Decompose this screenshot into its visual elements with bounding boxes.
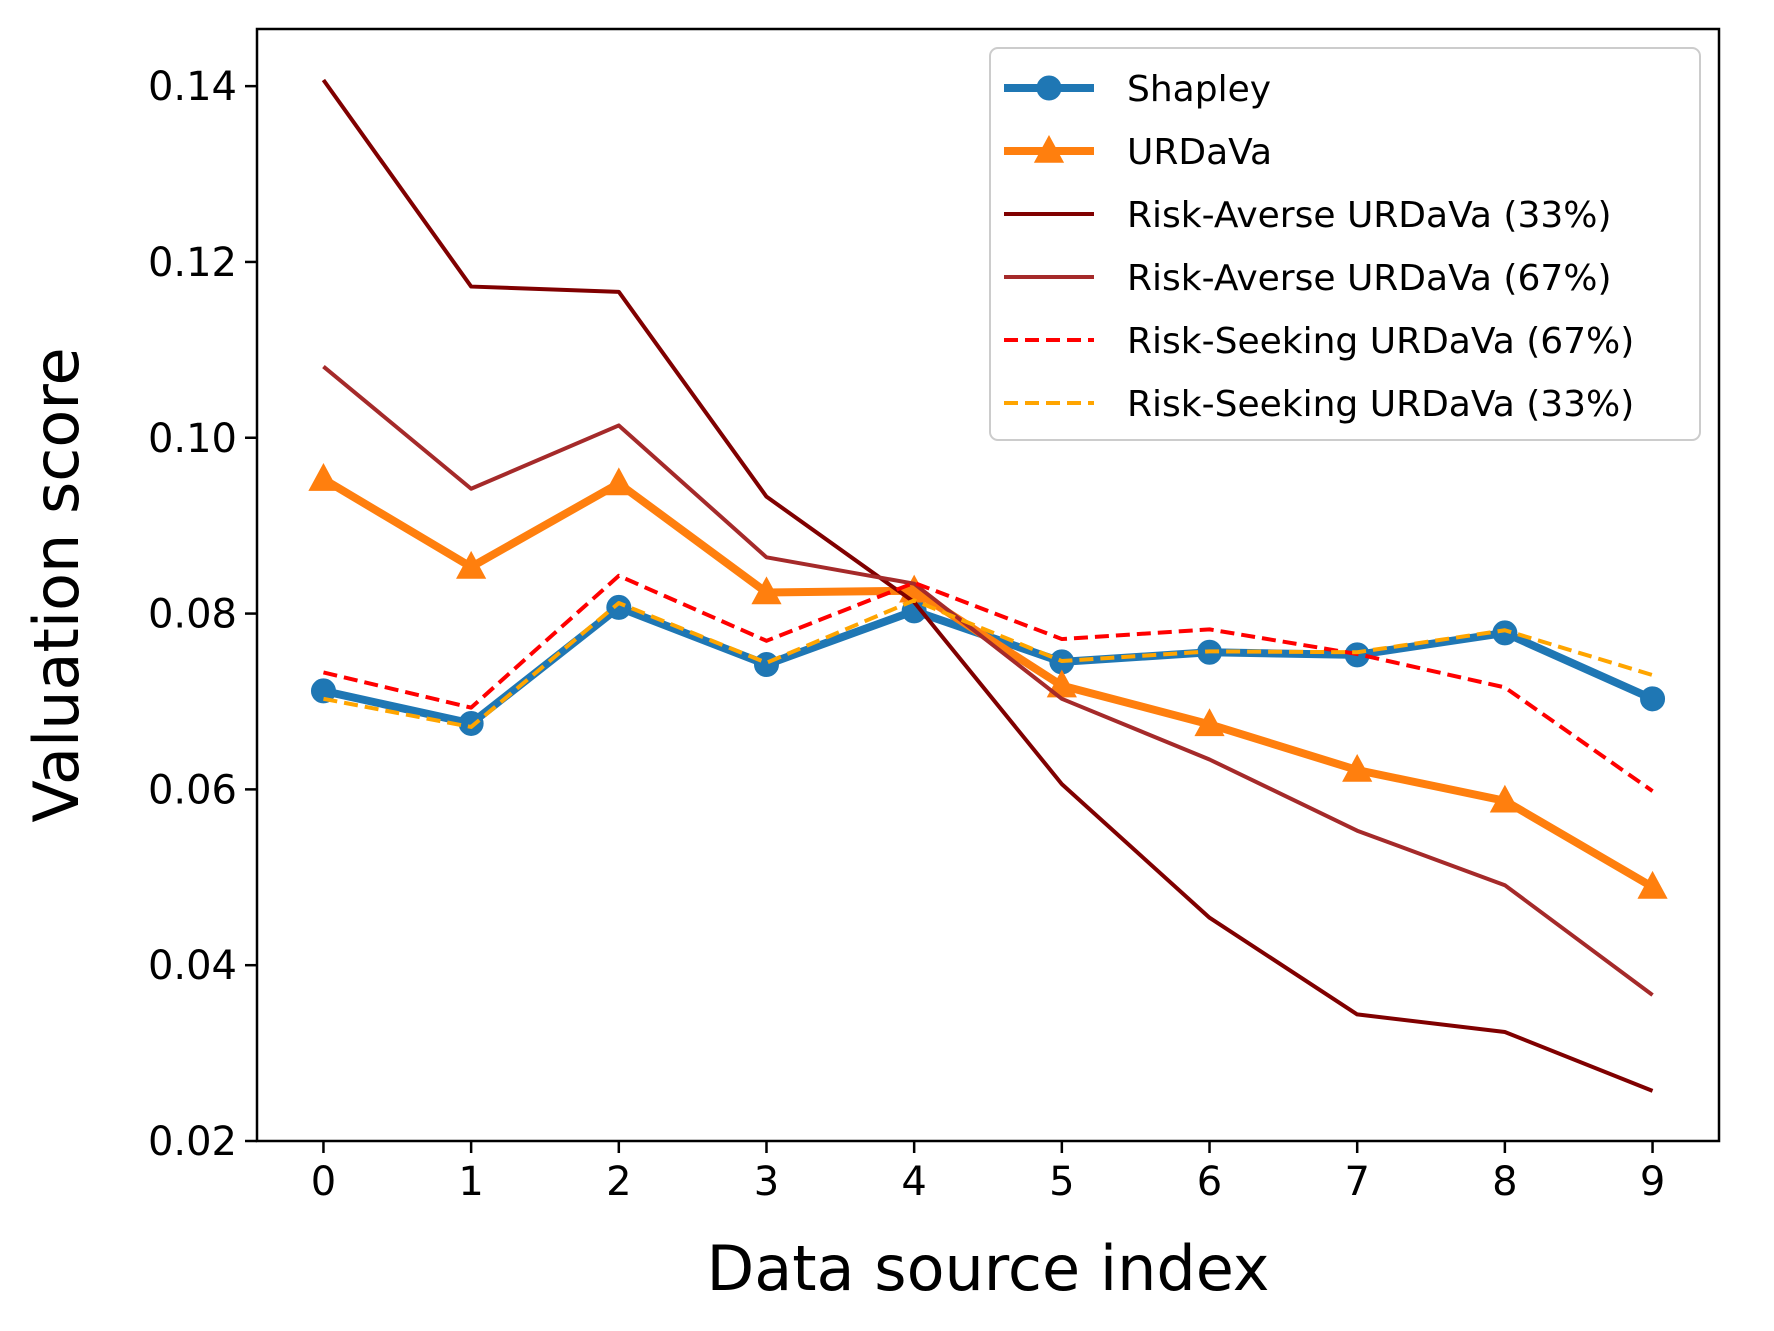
x-tick-label: 6	[1197, 1159, 1222, 1205]
data-point-urdava	[1194, 708, 1225, 737]
y-tick-label: 0.02	[148, 1119, 237, 1165]
series-shapley	[310, 594, 1666, 736]
data-point-shapley	[1640, 686, 1666, 712]
x-tick-label: 5	[1049, 1159, 1074, 1205]
data-point-shapley	[458, 710, 484, 736]
data-point-shapley	[310, 678, 336, 704]
series-risk-averse-urdava-33	[321, 78, 1654, 1093]
series-line-shapley	[322, 603, 1655, 728]
series-line-risk-averse-urdava-33	[321, 78, 1654, 1093]
x-tick-label: 3	[754, 1159, 779, 1205]
legend-box	[989, 47, 1701, 441]
data-point-urdava	[456, 550, 487, 579]
x-axis: 0 1 2 3 4 5 6 7 8 9	[311, 1141, 1665, 1205]
y-tick-label: 0.06	[148, 767, 237, 813]
y-tick-label: 0.12	[148, 240, 237, 286]
x-tick-label: 0	[311, 1159, 336, 1205]
y-axis-title: Valuation score	[20, 347, 93, 822]
legend-marker	[1036, 75, 1062, 101]
data-point-shapley	[1492, 620, 1518, 646]
x-tick-label: 7	[1344, 1159, 1369, 1205]
series-line-risk-seeking-urdava-33	[323, 598, 1654, 729]
x-tick-label: 4	[901, 1159, 926, 1205]
y-axis: 0.02 0.04 0.06 0.08 0.10 0.12 0.14	[148, 64, 257, 1165]
data-point-urdava	[751, 576, 782, 605]
series-risk-seeking-urdava-67	[322, 573, 1654, 793]
data-point-urdava	[1342, 753, 1373, 782]
x-tick-label: 9	[1640, 1159, 1665, 1205]
legend-label: Shapley	[1127, 69, 1271, 110]
series-risk-seeking-urdava-33	[323, 598, 1654, 729]
legend-label: Risk-Seeking URDaVa (67%)	[1127, 321, 1634, 362]
plot-area	[308, 78, 1668, 1093]
y-tick-label: 0.10	[148, 416, 237, 462]
data-point-urdava	[1637, 870, 1668, 899]
y-tick-label: 0.04	[148, 943, 237, 989]
data-point-urdava	[1489, 784, 1520, 813]
series-risk-averse-urdava-67	[322, 365, 1654, 997]
y-tick-label: 0.14	[148, 64, 237, 110]
data-point-shapley	[753, 652, 779, 678]
legend-entry-risk-seeking-urdava-67: Risk-Seeking URDaVa (67%)	[1004, 321, 1634, 362]
legend-label: Risk-Seeking URDaVa (33%)	[1127, 384, 1634, 425]
legend-entry-urdava: URDaVa	[1004, 132, 1272, 173]
legend: Shapley URDaVa Risk-Averse URDaVa (33%) Ris…	[989, 47, 1701, 441]
series-line-risk-seeking-urdava-67	[322, 573, 1654, 793]
data-point-urdava	[308, 463, 339, 491]
legend-label: URDaVa	[1127, 132, 1272, 173]
legend-label: Risk-Averse URDaVa (33%)	[1127, 195, 1612, 236]
legend-entry-risk-seeking-urdava-33: Risk-Seeking URDaVa (33%)	[1004, 384, 1634, 425]
series-line-risk-averse-urdava-67	[322, 365, 1654, 997]
legend-entry-shapley: Shapley	[1004, 69, 1271, 110]
x-tick-label: 2	[606, 1159, 631, 1205]
series-line-urdava	[321, 475, 1655, 891]
legend-label: Risk-Averse URDaVa (67%)	[1127, 258, 1612, 299]
plot-frame	[255, 27, 1721, 1143]
legend-entry-risk-averse-urdava-33: Risk-Averse URDaVa (33%)	[1004, 195, 1612, 236]
x-tick-label: 8	[1492, 1159, 1517, 1205]
y-tick-label: 0.08	[148, 592, 237, 638]
x-tick-label: 1	[458, 1159, 483, 1205]
data-point-urdava	[603, 467, 634, 496]
x-axis-title: Data source index	[707, 1232, 1270, 1305]
series-urdava	[308, 463, 1668, 899]
data-point-shapley	[606, 594, 632, 620]
legend-entry-risk-averse-urdava-67: Risk-Averse URDaVa (67%)	[1004, 258, 1612, 299]
legend-marker	[1033, 134, 1065, 163]
